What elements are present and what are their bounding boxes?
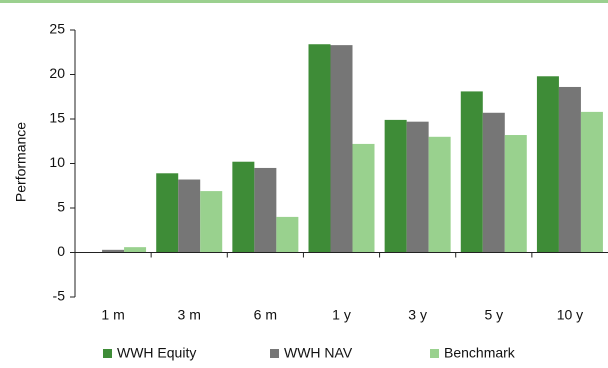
y-tick-label: 10: [49, 154, 65, 170]
legend-label: WWH Equity: [117, 345, 196, 361]
legend-swatch: [103, 349, 112, 358]
bar: [232, 161, 255, 253]
bar: [352, 143, 375, 253]
y-tick-label: 5: [57, 199, 65, 215]
x-tick-label: 10 y: [557, 307, 583, 323]
y-tick-label: 20: [49, 65, 65, 81]
bar: [460, 91, 483, 253]
x-tick-label: 3 m: [178, 307, 201, 323]
bar: [330, 45, 353, 253]
bar: [504, 135, 527, 253]
x-tick-label: 6 m: [254, 307, 277, 323]
bar: [102, 249, 125, 253]
bar: [254, 167, 277, 253]
bar: [482, 112, 505, 253]
bar: [308, 44, 331, 253]
bar: [124, 247, 147, 253]
top-border: [0, 0, 608, 3]
bar: [384, 119, 407, 253]
legend-label: WWH NAV: [284, 345, 353, 361]
y-tick-label: -5: [53, 288, 66, 304]
bar: [580, 111, 603, 253]
bar: [558, 86, 581, 253]
legend-swatch: [270, 349, 279, 358]
x-tick-label: 1 y: [332, 307, 351, 323]
legend-label: Benchmark: [444, 345, 516, 361]
bar: [536, 76, 559, 253]
legend-swatch: [430, 349, 439, 358]
bar: [276, 216, 299, 253]
x-tick-label: 1 m: [101, 307, 124, 323]
bar: [406, 121, 429, 253]
bar: [178, 179, 201, 253]
y-tick-label: 0: [57, 243, 65, 259]
y-tick-label: 25: [49, 21, 65, 37]
x-tick-label: 3 y: [408, 307, 427, 323]
y-axis-label: Performance: [13, 122, 29, 202]
bar: [200, 191, 223, 253]
x-tick-label: 5 y: [484, 307, 503, 323]
bar: [428, 136, 451, 253]
bar: [156, 173, 179, 253]
y-tick-label: 15: [49, 110, 65, 126]
